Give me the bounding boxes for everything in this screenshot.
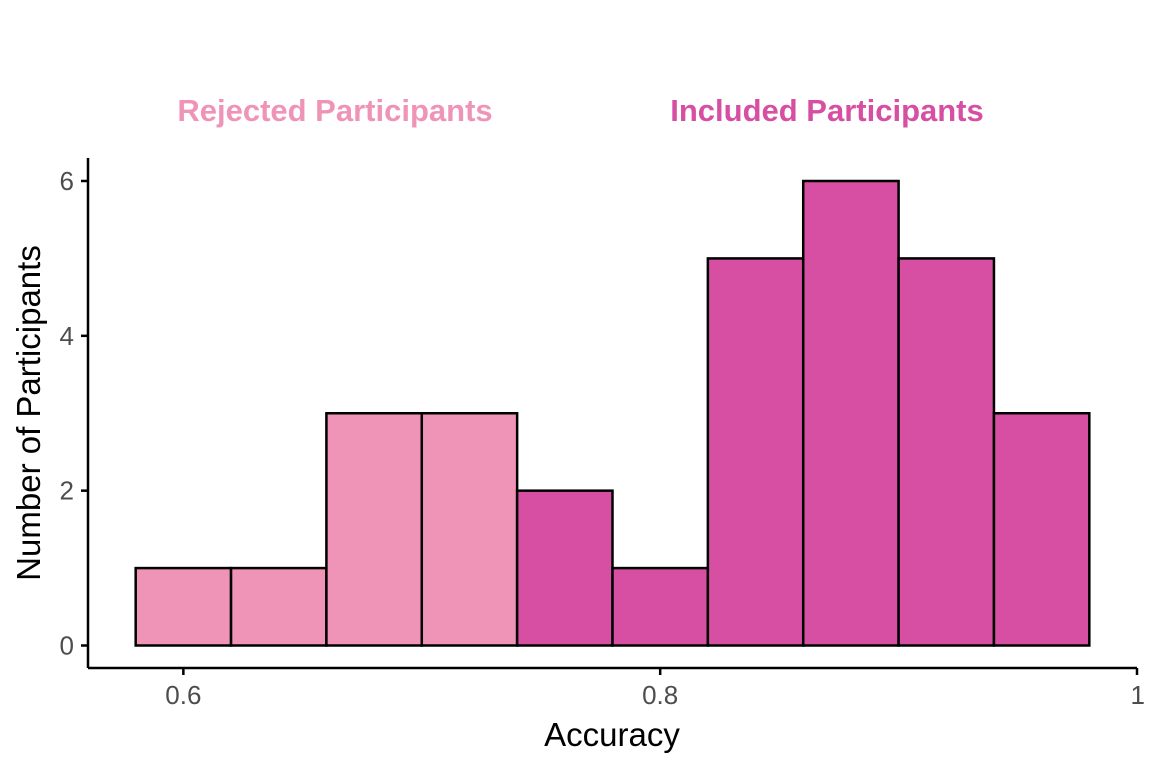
histogram-bar <box>325 412 424 647</box>
group-label-included: Included Participants <box>670 93 984 128</box>
y-tick-label: 6 <box>60 166 74 196</box>
axes-group <box>86 158 1137 670</box>
x-tick-label: 0.8 <box>642 680 678 710</box>
histogram-bar <box>229 566 328 647</box>
histogram-bar <box>611 566 710 647</box>
histogram-bar <box>706 257 805 647</box>
x-tick-label: 1 <box>1131 680 1145 710</box>
x-axis-title: Accuracy <box>544 716 680 753</box>
x-tick-label: 0.6 <box>165 680 201 710</box>
group-label-rejected: Rejected Participants <box>177 93 492 128</box>
histogram-bar <box>897 257 996 647</box>
histogram-bar <box>992 412 1091 647</box>
histogram-bar <box>420 412 519 647</box>
histogram-bar <box>134 566 233 647</box>
histogram-bar <box>515 489 614 647</box>
y-tick-label: 2 <box>60 476 74 506</box>
ticks-group: 0 2 4 6 0.6 0.8 1 <box>60 166 1145 710</box>
y-tick-label: 0 <box>60 631 74 661</box>
y-axis-title: Number of Participants <box>10 245 47 581</box>
bars-group <box>134 179 1091 647</box>
y-tick-label: 4 <box>60 321 74 351</box>
histogram-bar <box>801 179 900 647</box>
